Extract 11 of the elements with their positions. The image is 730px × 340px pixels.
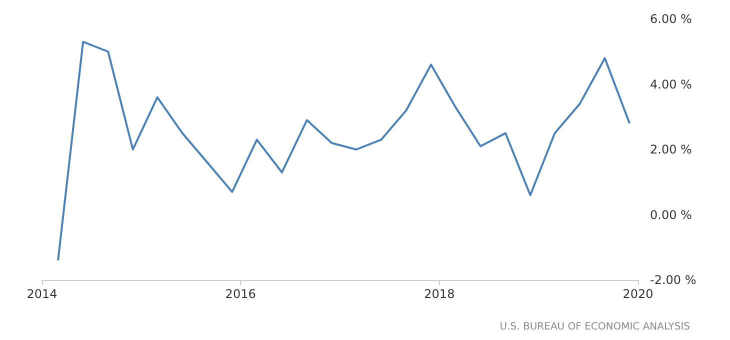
y-tick-label: 2.00 % <box>650 142 692 156</box>
y-tick-label: 6.00 % <box>650 12 692 26</box>
x-tick-label: 2018 <box>424 287 455 301</box>
y-tick-label: 4.00 % <box>650 77 692 92</box>
x-tick-label: 2016 <box>225 287 256 301</box>
line-series <box>57 40 631 262</box>
text: U.S. BUREAU OF ECONOMIC ANALYSIS <box>500 322 690 332</box>
x-tick-label: 2020 <box>622 287 654 301</box>
x-tick-label: 2014 <box>26 287 58 301</box>
y-tick-label: 0.00 % <box>650 208 692 222</box>
y-tick-label: -2.00 % <box>650 273 696 287</box>
